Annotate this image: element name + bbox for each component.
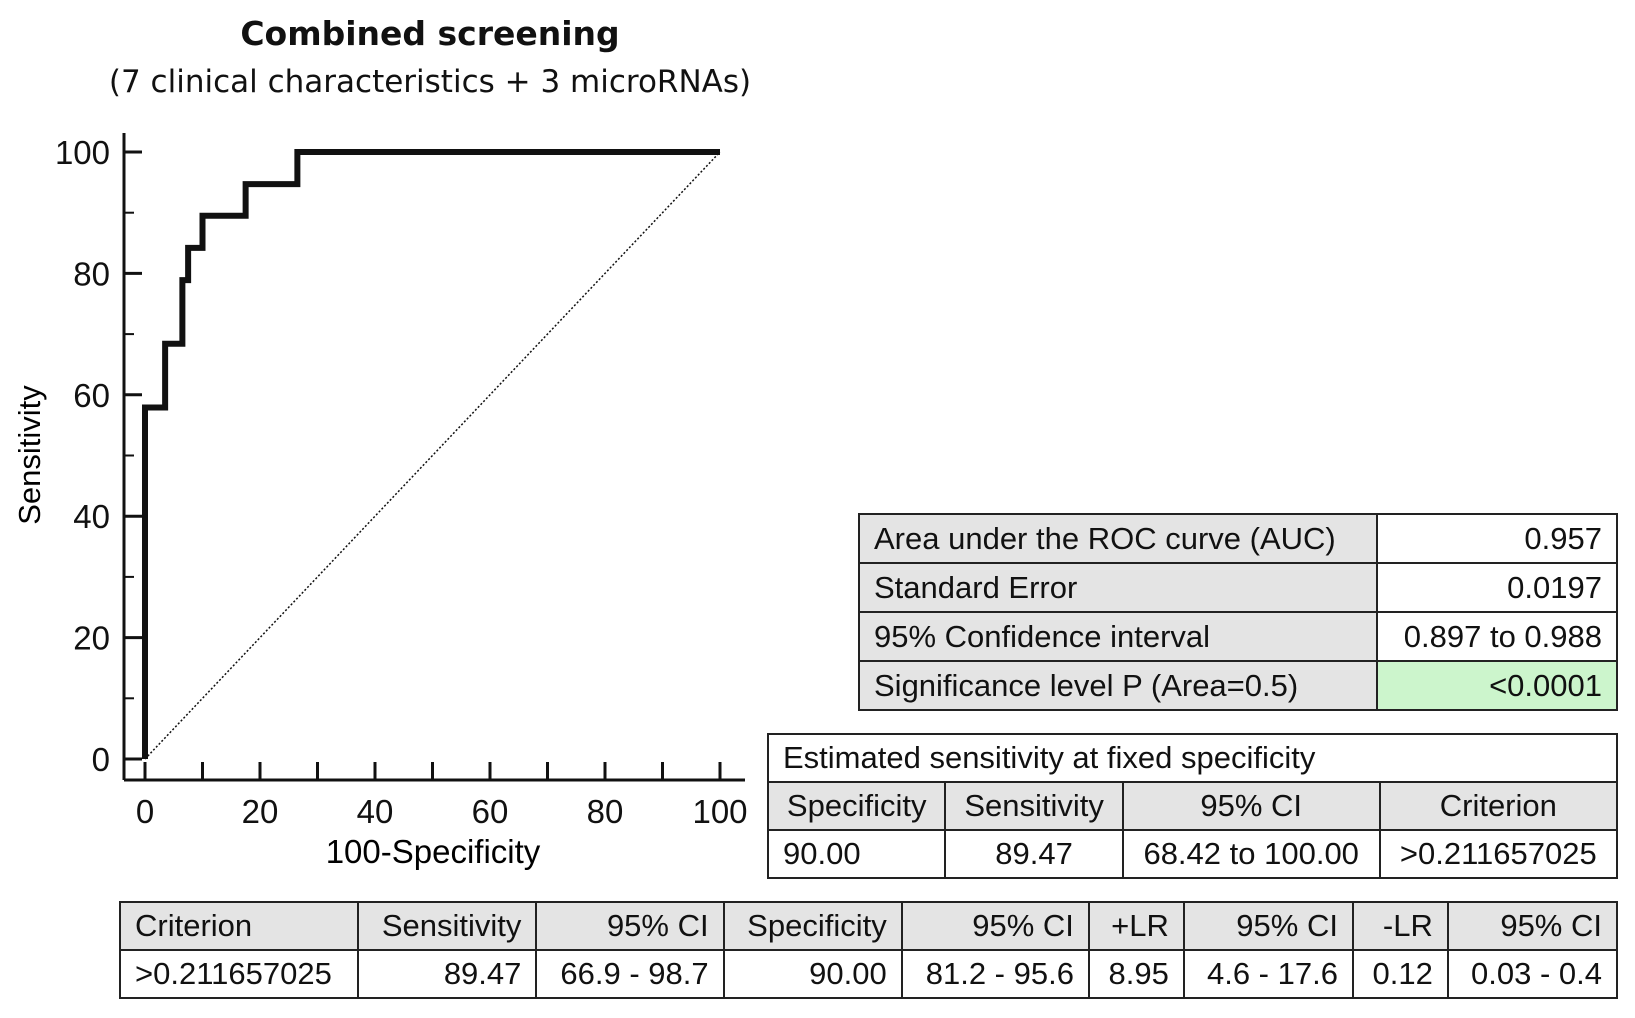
y-tick-label: 20 bbox=[73, 620, 110, 657]
table-row: Significance level P (Area=0.5) <0.0001 bbox=[858, 660, 1619, 711]
table-cell: 90.00 bbox=[722, 949, 903, 999]
table-cell: 0.12 bbox=[1351, 949, 1449, 999]
auc-statistics-table: Area under the ROC curve (AUC) 0.957 Sta… bbox=[858, 513, 1619, 711]
table-cell: 90.00 bbox=[766, 829, 947, 879]
y-tick-label: 0 bbox=[92, 741, 110, 778]
roc-chart: 0 20 40 60 80 100 0 20 40 60 80 100 100-Specificity… bbox=[12, 133, 748, 870]
chart-subtitle: (7 clinical characteristics + 3 microRNA… bbox=[108, 64, 752, 100]
auc-label: Area under the ROC curve (AUC) bbox=[858, 513, 1378, 564]
column-header: Criterion bbox=[1378, 781, 1619, 831]
column-header: Sensitivity bbox=[357, 901, 538, 951]
table-cell: 66.9 - 98.7 bbox=[535, 949, 725, 999]
y-tick-label: 100 bbox=[55, 134, 110, 171]
reference-diagonal-line bbox=[144, 151, 721, 760]
x-axis-label: 100-Specificity bbox=[326, 833, 541, 870]
standard-error-value: 0.0197 bbox=[1375, 562, 1619, 613]
table-cell: 89.47 bbox=[944, 829, 1124, 879]
column-header: Specificity bbox=[722, 901, 903, 951]
auc-value: 0.957 bbox=[1375, 513, 1619, 564]
table-cell: 0.03 - 0.4 bbox=[1446, 949, 1619, 999]
x-tick-label: 60 bbox=[472, 793, 509, 830]
column-header: 95% CI bbox=[1446, 901, 1619, 951]
table-row: >0.211657025 89.47 66.9 - 98.7 90.00 81.… bbox=[118, 949, 1619, 999]
table-cell: 8.95 bbox=[1087, 949, 1185, 999]
table-header-row: Specificity Sensitivity 95% CI Criterion bbox=[766, 781, 1619, 831]
y-tick-label: 80 bbox=[73, 255, 110, 292]
table-row: Standard Error 0.0197 bbox=[858, 562, 1619, 613]
table-row: Estimated sensitivity at fixed specifici… bbox=[767, 733, 1618, 783]
y-tick-label: 60 bbox=[73, 377, 110, 414]
column-header: 95% CI bbox=[900, 901, 1090, 951]
table-cell: 89.47 bbox=[357, 949, 538, 999]
table-cell: 4.6 - 17.6 bbox=[1182, 949, 1354, 999]
x-tick-label: 0 bbox=[136, 793, 154, 830]
y-axis-label: Sensitivity bbox=[12, 385, 47, 525]
table-cell: >0.211657025 bbox=[118, 949, 360, 999]
column-header: 95% CI bbox=[1121, 781, 1381, 831]
table-cell: >0.211657025 bbox=[1378, 829, 1619, 879]
criterion-table: Criterion Sensitivity 95% CI Specificity… bbox=[118, 901, 1619, 999]
column-header: +LR bbox=[1087, 901, 1185, 951]
table-header-row: Criterion Sensitivity 95% CI Specificity… bbox=[118, 901, 1619, 951]
column-header: 95% CI bbox=[1182, 901, 1354, 951]
y-tick-label: 40 bbox=[73, 498, 110, 535]
fixed-specificity-title: Estimated sensitivity at fixed specifici… bbox=[767, 733, 1618, 783]
confidence-interval-value: 0.897 to 0.988 bbox=[1375, 611, 1619, 662]
roc-curve-line bbox=[142, 149, 720, 759]
column-header: Sensitivity bbox=[944, 781, 1124, 831]
significance-label: Significance level P (Area=0.5) bbox=[858, 660, 1378, 711]
significance-value: <0.0001 bbox=[1375, 660, 1619, 711]
table-cell: 68.42 to 100.00 bbox=[1121, 829, 1381, 879]
x-tick-label: 20 bbox=[242, 793, 279, 830]
column-header: Criterion bbox=[118, 901, 360, 951]
table-cell: 81.2 - 95.6 bbox=[900, 949, 1090, 999]
chart-series bbox=[142, 149, 721, 760]
table-row: Area under the ROC curve (AUC) 0.957 bbox=[858, 513, 1619, 564]
x-tick-label: 100 bbox=[692, 793, 747, 830]
fixed-specificity-table: Estimated sensitivity at fixed specifici… bbox=[766, 733, 1619, 879]
table-row: 90.00 89.47 68.42 to 100.00 >0.211657025 bbox=[766, 829, 1619, 879]
chart-ticks: 0 20 40 60 80 100 0 20 40 60 80 100 bbox=[55, 134, 748, 830]
chart-title: Combined screening bbox=[240, 14, 620, 53]
x-tick-label: 80 bbox=[587, 793, 624, 830]
standard-error-label: Standard Error bbox=[858, 562, 1378, 613]
column-header: 95% CI bbox=[535, 901, 725, 951]
table-row: 95% Confidence interval 0.897 to 0.988 bbox=[858, 611, 1619, 662]
confidence-interval-label: 95% Confidence interval bbox=[858, 611, 1378, 662]
column-header: Specificity bbox=[766, 781, 947, 831]
column-header: -LR bbox=[1351, 901, 1449, 951]
x-tick-label: 40 bbox=[357, 793, 394, 830]
